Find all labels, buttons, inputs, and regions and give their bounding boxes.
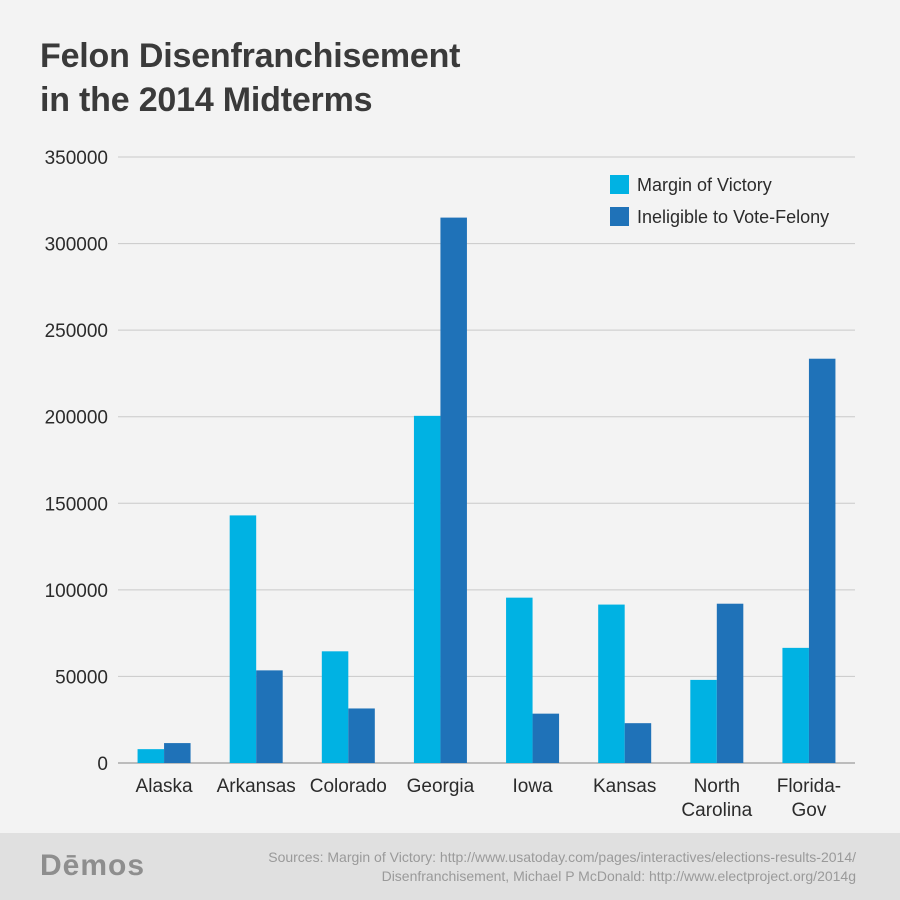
legend-label: Ineligible to Vote-Felony	[637, 207, 829, 227]
bar-margin-of-victory	[598, 604, 625, 763]
bar-ineligible-felony	[348, 708, 375, 763]
x-category-label: Carolina	[681, 800, 752, 821]
y-tick-label: 150000	[45, 494, 108, 515]
y-tick-label: 250000	[45, 321, 108, 342]
bar-ineligible-felony	[624, 723, 652, 763]
y-tick-label: 0	[97, 754, 108, 775]
bar-ineligible-felony	[716, 603, 744, 763]
bar-margin-of-victory	[506, 597, 533, 763]
bar-margin-of-victory	[413, 415, 441, 763]
y-tick-label: 300000	[45, 235, 108, 256]
x-axis-category-labels: Alaska Arkansas Colorado Georgia Iowa Kansas N…	[136, 776, 842, 821]
bar-margin-of-victory	[137, 749, 165, 763]
x-category-label: Florida-	[777, 776, 841, 797]
x-category-label: Colorado	[310, 776, 387, 797]
gridlines	[118, 156, 855, 764]
y-tick-label: 50000	[55, 667, 108, 688]
x-category-label: Georgia	[407, 776, 475, 797]
x-category-label: Gov	[792, 800, 827, 821]
y-tick-label: 100000	[45, 581, 108, 602]
source-line-1: Sources: Margin of Victory: http://www.u…	[268, 849, 856, 865]
bar-ineligible-felony	[256, 670, 283, 763]
legend-swatch	[610, 175, 629, 194]
demos-logo: Dēmos	[40, 849, 146, 882]
chart-title-line-1: Felon Disenfranchisement	[40, 37, 461, 75]
legend: Margin of Victory Ineligible to Vote-Felo…	[610, 175, 829, 227]
bars	[137, 217, 836, 764]
x-category-label: Iowa	[512, 776, 553, 797]
x-category-label: North	[694, 776, 740, 797]
sources-note: Sources: Margin of Victory: http://www.u…	[196, 848, 856, 886]
y-axis-tick-labels: 0 50000 100000 150000 200000 250000 300000 3500…	[45, 148, 108, 775]
y-tick-label: 200000	[45, 408, 108, 429]
bar-chart: 0 50000 100000 150000 200000 250000 300000 3500…	[45, 148, 855, 821]
footer: Dēmos Sources: Margin of Victory: http:/…	[0, 833, 900, 900]
legend-swatch	[610, 207, 629, 226]
bar-ineligible-felony	[164, 743, 191, 763]
bar-margin-of-victory	[229, 515, 257, 763]
x-category-label: Alaska	[136, 776, 193, 797]
bar-ineligible-felony	[532, 713, 560, 763]
bar-margin-of-victory	[321, 651, 349, 763]
chart-title: Felon Disenfranchisement in the 2014 Mid…	[40, 34, 461, 122]
source-line-2: Disenfranchisement, Michael P McDonald: …	[381, 868, 856, 884]
bar-margin-of-victory	[690, 679, 717, 763]
x-category-label: Arkansas	[217, 776, 296, 797]
x-category-label: Kansas	[593, 776, 656, 797]
chart-title-line-2: in the 2014 Midterms	[40, 81, 373, 119]
bar-margin-of-victory	[782, 647, 809, 763]
y-tick-label: 350000	[45, 148, 108, 169]
bar-ineligible-felony	[808, 358, 836, 763]
legend-label: Margin of Victory	[637, 175, 772, 195]
bar-ineligible-felony	[440, 217, 467, 764]
